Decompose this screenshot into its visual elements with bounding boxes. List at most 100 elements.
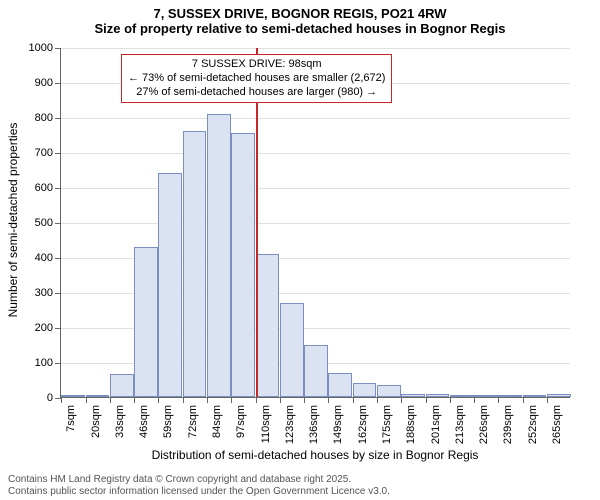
histogram-bar (207, 114, 231, 398)
x-tick-label: 239sqm (502, 405, 514, 444)
y-tick-label: 400 (35, 252, 53, 264)
x-tick (61, 397, 62, 403)
y-tick (55, 293, 61, 294)
x-tick (547, 397, 548, 403)
histogram-bar (256, 254, 280, 398)
histogram-bar (450, 395, 474, 397)
y-tick-label: 800 (35, 112, 53, 124)
x-tick-label: 84sqm (211, 405, 223, 438)
histogram-bar (328, 373, 352, 398)
x-tick-label: 265sqm (551, 405, 563, 444)
y-tick (55, 258, 61, 259)
x-tick (183, 397, 184, 403)
y-tick (55, 118, 61, 119)
x-tick-label: 7sqm (65, 405, 77, 432)
x-tick-label: 46sqm (138, 405, 150, 438)
y-tick (55, 328, 61, 329)
x-tick (86, 397, 87, 403)
x-tick (256, 397, 257, 403)
annotation-box: 7 SUSSEX DRIVE: 98sqm← 73% of semi-detac… (121, 54, 392, 103)
footer-line-2: Contains public sector information licen… (8, 486, 390, 498)
x-tick-label: 162sqm (357, 405, 369, 444)
annotation-line-2: ← 73% of semi-detached houses are smalle… (128, 72, 385, 86)
x-tick-label: 110sqm (260, 405, 272, 443)
histogram-bar (498, 395, 522, 397)
x-tick (207, 397, 208, 403)
histogram-bar (401, 394, 425, 398)
x-tick (474, 397, 475, 403)
attribution-footer: Contains HM Land Registry data © Crown c… (8, 474, 390, 498)
x-tick (158, 397, 159, 403)
y-tick (55, 363, 61, 364)
y-tick-label: 1000 (29, 42, 53, 54)
histogram-bar (183, 131, 207, 397)
y-tick (55, 398, 61, 399)
annotation-line-3: 27% of semi-detached houses are larger (… (128, 86, 385, 100)
x-tick (134, 397, 135, 403)
annotation-line-1: 7 SUSSEX DRIVE: 98sqm (128, 58, 385, 72)
x-tick-label: 20sqm (90, 405, 102, 438)
x-tick (353, 397, 354, 403)
x-tick-label: 97sqm (235, 405, 247, 438)
grid-line (61, 48, 570, 49)
x-tick (401, 397, 402, 403)
x-tick (450, 397, 451, 403)
x-tick-label: 59sqm (162, 405, 174, 438)
y-tick-label: 600 (35, 182, 53, 194)
y-tick (55, 188, 61, 189)
x-tick (498, 397, 499, 403)
histogram-bar (377, 385, 401, 397)
x-axis-label: Distribution of semi-detached houses by … (60, 448, 570, 462)
y-axis-label: Number of semi-detached properties (6, 123, 20, 318)
x-tick (426, 397, 427, 403)
x-tick-label: 149sqm (332, 405, 344, 444)
histogram-bar (547, 394, 571, 397)
x-tick-label: 213sqm (454, 405, 466, 444)
histogram-bar (474, 395, 498, 397)
histogram-bar (134, 247, 158, 398)
histogram-bar (523, 395, 547, 397)
x-tick-label: 175sqm (381, 405, 393, 444)
histogram-bar (110, 374, 134, 397)
x-tick-label: 72sqm (187, 405, 199, 438)
histogram-bar (231, 133, 255, 397)
x-tick-label: 201sqm (430, 405, 442, 444)
histogram-bar (158, 173, 182, 397)
x-tick (280, 397, 281, 403)
y-tick (55, 83, 61, 84)
histogram-bar (426, 394, 450, 397)
y-tick-label: 700 (35, 147, 53, 159)
grid-line (61, 118, 570, 119)
chart-title-sub: Size of property relative to semi-detach… (0, 21, 600, 40)
x-tick (523, 397, 524, 403)
y-tick (55, 48, 61, 49)
x-tick-label: 136sqm (308, 405, 320, 444)
x-tick-label: 33sqm (114, 405, 126, 438)
histogram-plot: 010020030040050060070080090010007sqm20sq… (60, 48, 570, 398)
y-tick-label: 0 (47, 392, 53, 404)
histogram-bar (353, 383, 377, 397)
chart-title-main: 7, SUSSEX DRIVE, BOGNOR REGIS, PO21 4RW (0, 0, 600, 21)
x-tick (377, 397, 378, 403)
grid-line (61, 153, 570, 154)
grid-line (61, 223, 570, 224)
y-tick-label: 200 (35, 322, 53, 334)
y-tick-label: 500 (35, 217, 53, 229)
x-tick (328, 397, 329, 403)
x-tick-label: 226sqm (478, 405, 490, 444)
histogram-bar (86, 395, 110, 397)
y-tick-label: 900 (35, 77, 53, 89)
x-tick (304, 397, 305, 403)
x-tick-label: 188sqm (405, 405, 417, 444)
histogram-bar (61, 395, 85, 397)
x-tick-label: 123sqm (284, 405, 296, 444)
x-tick-label: 252sqm (527, 405, 539, 444)
y-tick-label: 300 (35, 287, 53, 299)
y-tick-label: 100 (35, 357, 53, 369)
y-tick (55, 153, 61, 154)
histogram-bar (280, 303, 304, 398)
y-tick (55, 223, 61, 224)
grid-line (61, 188, 570, 189)
footer-line-1: Contains HM Land Registry data © Crown c… (8, 474, 390, 486)
x-tick (110, 397, 111, 403)
